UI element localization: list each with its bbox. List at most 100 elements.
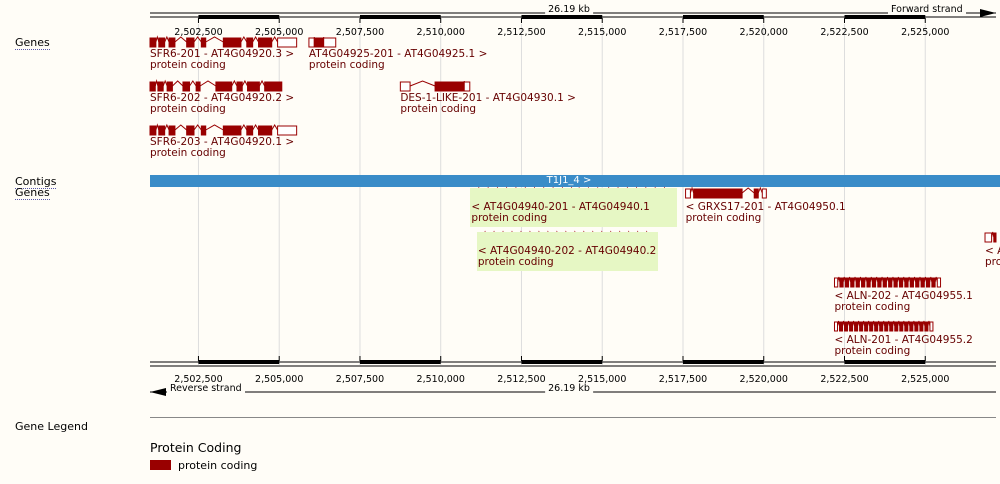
intron	[193, 124, 202, 131]
coding-exon	[168, 125, 176, 136]
ruler-tick-label: 2,507,500	[335, 27, 385, 38]
coding-exon	[149, 37, 157, 48]
intron	[252, 36, 259, 43]
intron	[258, 79, 266, 87]
utr-exon	[277, 37, 298, 48]
intron	[174, 124, 187, 131]
gene-model[interactable]	[308, 37, 337, 48]
gene-label-forward[interactable]: SFR6-201 - AT4G04920.3 > protein coding	[150, 48, 295, 71]
utr-exon	[761, 188, 767, 199]
coding-exon	[915, 277, 920, 288]
ruler-tick-label: 2,517,500	[658, 374, 708, 385]
legend-divider	[150, 417, 996, 418]
ruler-tick-label: 2,515,000	[578, 374, 627, 385]
gene-label-reverse[interactable]: < ATprot	[985, 245, 1000, 268]
coding-exon	[200, 125, 207, 136]
gene-label-reverse[interactable]: < ALN-201 - AT4G04955.2 protein coding	[834, 334, 973, 357]
intron	[757, 186, 763, 194]
gene-model[interactable]	[984, 231, 997, 243]
coding-exon	[866, 277, 871, 288]
coding-exon	[246, 37, 254, 48]
ruler-tick-label: 2,512,500	[497, 374, 546, 385]
intron	[164, 123, 170, 131]
gene-label-forward[interactable]: AT4G04925-201 - AT4G04925.1 > protein cod…	[308, 48, 488, 71]
track-label-contigs[interactable]: Contigs	[15, 175, 57, 189]
coding-exon	[859, 321, 864, 332]
gene-label-reverse[interactable]: < GRXS17-201 - AT4G04950.1 protein coding	[685, 201, 846, 224]
gene-label-reverse[interactable]: < AT4G04940-202 - AT4G04940.2 protein cod…	[477, 245, 657, 268]
gene-model[interactable]	[833, 276, 942, 288]
coding-exon	[182, 81, 191, 92]
coding-exon	[693, 188, 743, 199]
coding-exon	[258, 37, 273, 48]
gene-highlight	[470, 188, 677, 227]
coding-exon	[247, 81, 260, 92]
coding-exon	[871, 277, 877, 288]
coding-exon	[894, 321, 899, 332]
utr-exon	[833, 321, 839, 332]
legend-section-title: Protein Coding	[150, 440, 242, 455]
scale-bar-segment	[521, 15, 603, 19]
coding-exon	[924, 321, 929, 332]
gene-model[interactable]	[833, 320, 934, 332]
utr-exon	[984, 232, 993, 243]
reverse-strand-label: Reverse strand	[167, 383, 245, 394]
gene-model[interactable]	[149, 123, 298, 136]
coding-exon	[914, 321, 919, 332]
ruler-tick-label: 2,510,000	[416, 27, 465, 38]
gene-model[interactable]	[685, 186, 767, 199]
scale-bar-segment	[198, 360, 280, 364]
scale-bar-segment	[359, 360, 441, 364]
coding-exon	[849, 321, 854, 332]
gene-label-forward[interactable]: SFR6-203 - AT4G04920.1 > protein coding	[150, 136, 295, 159]
coding-exon	[236, 81, 243, 92]
intron	[252, 124, 259, 131]
coding-exon	[931, 277, 936, 288]
gene-label-forward[interactable]: SFR6-202 - AT4G04920.2 > protein coding	[150, 92, 295, 115]
coding-exon	[195, 81, 201, 92]
utr-exon	[399, 81, 411, 92]
coding-exon	[215, 81, 233, 92]
coding-exon	[898, 277, 904, 288]
scale-bar-segment	[682, 15, 764, 19]
track-label-genes-reverse[interactable]: Genes	[15, 186, 50, 200]
coding-exon	[186, 37, 195, 48]
length-label-top: 26.19 kb	[545, 4, 593, 15]
coding-exon	[919, 321, 924, 332]
intron	[240, 124, 248, 131]
contig-label[interactable]: T1J1_4 >	[546, 175, 592, 186]
coding-exon	[166, 81, 173, 92]
utr-exon	[833, 277, 839, 288]
coding-exon	[158, 125, 166, 136]
gene-model[interactable]	[149, 79, 283, 92]
coding-exon	[925, 277, 931, 288]
gene-label-reverse[interactable]: < ALN-202 - AT4G04955.1 protein coding	[834, 290, 973, 313]
utr-exon	[936, 277, 942, 288]
coding-exon	[149, 125, 157, 136]
coding-exon	[993, 232, 997, 243]
intron	[241, 79, 248, 87]
forward-arrow	[980, 9, 996, 17]
ruler-tick-label: 2,525,000	[901, 27, 950, 38]
coding-exon	[879, 321, 884, 332]
gene-label-reverse[interactable]: < AT4G04940-201 - AT4G04940.1 protein cod…	[471, 201, 650, 224]
coding-exon	[158, 37, 166, 48]
ruler-tick-label: 2,525,000	[901, 374, 950, 385]
intron	[271, 36, 279, 43]
intron	[741, 187, 755, 194]
utr-exon	[323, 37, 337, 48]
coding-exon	[200, 37, 207, 48]
gene-model[interactable]	[399, 80, 471, 92]
coding-exon	[850, 277, 855, 288]
coding-exon	[753, 188, 759, 199]
ruler-tick-label: 2,510,000	[416, 374, 465, 385]
coding-exon	[884, 321, 889, 332]
coding-exon	[888, 277, 893, 288]
scale-bar-segment	[682, 360, 764, 364]
track-label-genes[interactable]: Genes	[15, 36, 50, 50]
coding-exon	[893, 277, 898, 288]
gene-model[interactable]	[149, 35, 298, 48]
coding-exon	[855, 277, 860, 288]
gene-label-forward[interactable]: DES-1-LIKE-201 - AT4G04930.1 > protein co…	[400, 92, 576, 115]
intron	[231, 79, 238, 87]
